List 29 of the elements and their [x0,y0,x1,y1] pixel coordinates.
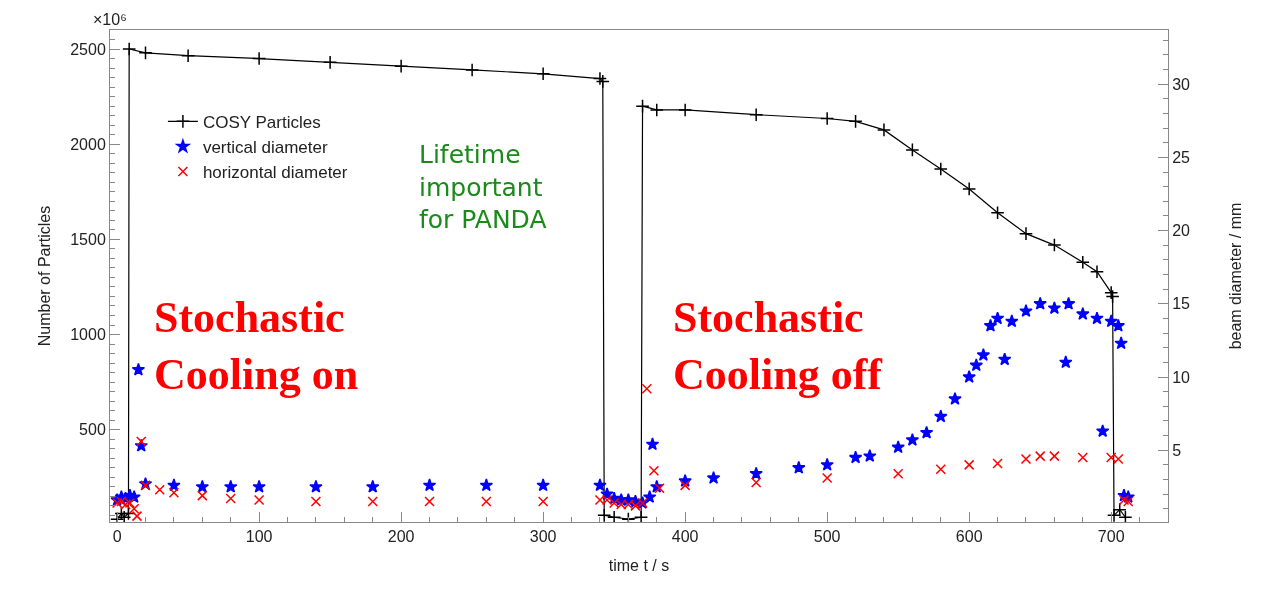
y-axis-title: Number of Particles [36,205,54,347]
annotation: Stochastic Cooling on [154,293,359,400]
legend-label: vertical diameter [202,138,328,158]
text: ×10⁶ [93,11,127,28]
annotation: Lifetime important for PANDA [419,140,547,234]
x-tick-label: 400 [671,528,699,546]
y2-tick-label: 5 [1172,441,1182,459]
x-tick-label: 700 [1097,528,1125,546]
x-tick-label: 0 [112,528,122,546]
legend-label: COSY Particles [202,112,321,132]
legend-label: horizontal diameter [202,163,348,183]
x-axis-title: time t / s [608,556,670,574]
x-tick-label: 500 [813,528,841,546]
y2-tick-label: 30 [1172,75,1191,93]
y2-tick-label: 10 [1172,368,1191,386]
y-tick-label: 2000 [70,135,106,153]
y-tick-label: 500 [79,421,106,439]
y2-tick-label: 15 [1172,295,1191,313]
y2-tick-label: 25 [1172,148,1191,166]
y-tick-label: 1500 [70,230,106,248]
annotation: Stochastic Cooling off [673,293,884,400]
y-tick-label: 2500 [70,40,106,58]
y2-tick-label: 20 [1172,222,1191,240]
x-tick-label: 200 [387,528,415,546]
y2-axis-title: beam diameter / mm [1226,202,1244,350]
x-tick-label: 300 [529,528,557,546]
x-tick-label: 600 [955,528,983,546]
x-tick-label: 100 [245,528,273,546]
y-tick-label: 1000 [70,326,106,344]
